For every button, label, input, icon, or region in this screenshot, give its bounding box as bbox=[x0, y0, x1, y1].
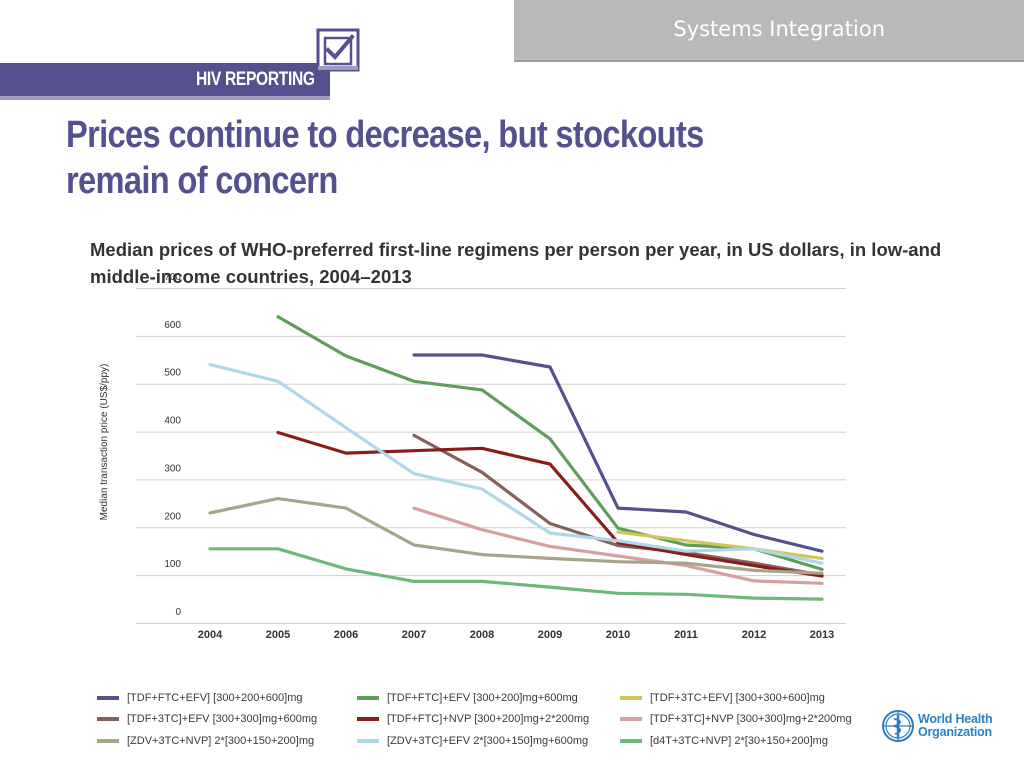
x-tick-label: 2013 bbox=[810, 629, 834, 641]
legend-swatch bbox=[97, 696, 119, 700]
legend-label: [TDF+3TC]+EFV [300+300]mg+600mg bbox=[127, 713, 318, 725]
legend-swatch bbox=[357, 696, 379, 700]
series-line bbox=[208, 363, 824, 565]
legend-label: [TDF+FTC]+NVP [300+200]mg+2*200mg bbox=[387, 713, 590, 725]
legend-item: [ZDV+3TC+NVP] 2*[300+150+200]mg bbox=[97, 733, 314, 749]
x-tick-label: 2011 bbox=[674, 629, 698, 641]
series-line bbox=[276, 430, 824, 578]
legend-item: [d4T+3TC+NVP] 2*[30+150+200]mg bbox=[620, 733, 828, 749]
legend-swatch bbox=[97, 739, 119, 743]
legend-swatch bbox=[620, 717, 642, 721]
legend-swatch bbox=[97, 717, 119, 721]
y-tick-label: 600 bbox=[164, 320, 181, 331]
legend-swatch bbox=[620, 696, 642, 700]
y-tick-label: 500 bbox=[164, 368, 181, 379]
checkbox-logo-icon bbox=[316, 28, 360, 72]
series-line bbox=[412, 433, 824, 577]
y-tick-label: 400 bbox=[164, 416, 181, 427]
org-name: World Health Organization bbox=[918, 712, 993, 739]
legend-item: [TDF+3TC+EFV] [300+300+600]mg bbox=[620, 690, 825, 706]
brand-label: HIV REPORTING bbox=[196, 69, 315, 90]
legend-item: [ZDV+3TC]+EFV 2*[300+150]mg+600mg bbox=[357, 733, 588, 749]
series-line bbox=[208, 497, 824, 575]
legend-label: [ZDV+3TC+NVP] 2*[300+150+200]mg bbox=[127, 735, 315, 747]
brand-bar-shadow bbox=[0, 96, 330, 100]
section-tab bbox=[514, 0, 1024, 62]
legend-item: [TDF+FTC]+EFV [300+200]mg+600mg bbox=[357, 690, 578, 706]
series-line bbox=[412, 506, 824, 585]
legend-label: [d4T+3TC+NVP] 2*[30+150+200]mg bbox=[650, 735, 828, 747]
section-tab-label: Systems Integration bbox=[673, 17, 885, 41]
brand-bar bbox=[0, 63, 330, 96]
slide-title: Prices continue to decrease, but stockou… bbox=[66, 114, 704, 202]
x-tick-label: 2005 bbox=[266, 629, 290, 641]
x-tick-label: 2009 bbox=[538, 629, 562, 641]
legend-label: [TDF+FTC]+EFV [300+200]mg+600mg bbox=[387, 692, 578, 704]
x-tick-label: 2007 bbox=[402, 629, 426, 641]
series-line bbox=[616, 530, 824, 560]
x-tick-label: 2010 bbox=[606, 629, 630, 641]
legend-item: [TDF+3TC]+NVP [300+300]mg+2*200mg bbox=[620, 711, 852, 727]
y-tick-label: 700 bbox=[164, 272, 181, 283]
x-tick-label: 2006 bbox=[334, 629, 358, 641]
series-line bbox=[412, 353, 824, 553]
series-line bbox=[208, 547, 824, 601]
x-tick-label: 2004 bbox=[198, 629, 223, 641]
y-tick-label: 200 bbox=[164, 511, 181, 522]
x-tick-label: 2008 bbox=[470, 629, 494, 641]
chart-title: Median prices of WHO-preferred first-lin… bbox=[90, 239, 942, 287]
who-emblem-icon bbox=[882, 710, 914, 742]
legend-item: [TDF+FTC]+NVP [300+200]mg+2*200mg bbox=[357, 711, 589, 727]
y-tick-label: 100 bbox=[164, 559, 181, 570]
legend-swatch bbox=[620, 739, 642, 743]
legend-item: [TDF+FTC+EFV] [300+200+600]mg bbox=[97, 690, 302, 706]
y-tick-label: 300 bbox=[164, 463, 181, 474]
y-axis-label: Median transaction price (US$/ppy) bbox=[99, 364, 110, 521]
legend-label: [TDF+3TC+EFV] [300+300+600]mg bbox=[650, 692, 825, 704]
legend-label: [TDF+FTC+EFV] [300+200+600]mg bbox=[127, 692, 303, 704]
y-tick-label: 0 bbox=[175, 607, 181, 618]
legend-item: [TDF+3TC]+EFV [300+300]mg+600mg bbox=[97, 711, 317, 727]
legend-swatch bbox=[357, 717, 379, 721]
legend-label: [ZDV+3TC]+EFV 2*[300+150]mg+600mg bbox=[387, 735, 589, 747]
legend-swatch bbox=[357, 739, 379, 743]
legend-label: [TDF+3TC]+NVP [300+300]mg+2*200mg bbox=[650, 713, 852, 725]
org-name-line2: Organization bbox=[918, 725, 992, 739]
x-tick-label: 2012 bbox=[742, 629, 766, 641]
org-name-line1: World Health bbox=[918, 712, 993, 726]
